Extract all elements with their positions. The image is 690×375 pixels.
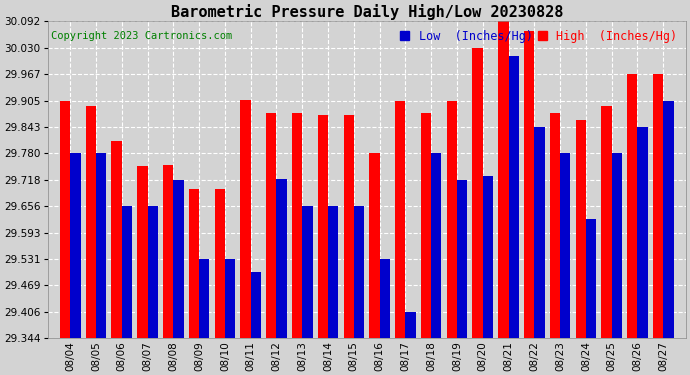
Bar xyxy=(137,166,148,375)
Text: Copyright 2023 Cartronics.com: Copyright 2023 Cartronics.com xyxy=(51,31,232,41)
Bar xyxy=(560,153,571,375)
Bar xyxy=(602,106,611,375)
Bar xyxy=(250,272,261,375)
Bar xyxy=(653,74,663,375)
Bar xyxy=(240,100,250,375)
Bar xyxy=(483,176,493,375)
Bar xyxy=(524,31,534,375)
Bar xyxy=(498,21,509,375)
Bar xyxy=(317,116,328,375)
Bar xyxy=(446,100,457,375)
Bar xyxy=(380,259,390,375)
Bar xyxy=(266,113,277,375)
Bar xyxy=(638,127,648,375)
Bar xyxy=(663,100,673,375)
Bar xyxy=(473,48,483,375)
Bar xyxy=(60,100,70,375)
Bar xyxy=(611,153,622,375)
Bar xyxy=(302,206,313,375)
Bar xyxy=(406,312,415,375)
Bar xyxy=(575,120,586,375)
Bar xyxy=(586,219,596,375)
Bar xyxy=(328,206,338,375)
Bar xyxy=(457,180,467,375)
Bar xyxy=(163,165,173,375)
Legend: Low  (Inches/Hg), High  (Inches/Hg): Low (Inches/Hg), High (Inches/Hg) xyxy=(397,27,680,45)
Bar xyxy=(173,180,184,375)
Bar xyxy=(86,106,96,375)
Bar xyxy=(199,259,210,375)
Bar xyxy=(431,153,442,375)
Bar xyxy=(354,206,364,375)
Bar xyxy=(96,153,106,375)
Bar xyxy=(121,206,132,375)
Bar xyxy=(70,153,81,375)
Bar xyxy=(421,113,431,375)
Bar xyxy=(189,189,199,375)
Bar xyxy=(215,189,225,375)
Bar xyxy=(344,116,354,375)
Bar xyxy=(627,74,638,375)
Bar xyxy=(292,113,302,375)
Title: Barometric Pressure Daily High/Low 20230828: Barometric Pressure Daily High/Low 20230… xyxy=(170,4,563,20)
Bar xyxy=(534,127,544,375)
Bar xyxy=(509,56,519,375)
Bar xyxy=(225,259,235,375)
Bar xyxy=(277,179,287,375)
Bar xyxy=(550,113,560,375)
Bar xyxy=(369,153,380,375)
Bar xyxy=(395,100,406,375)
Bar xyxy=(148,206,158,375)
Bar xyxy=(112,141,121,375)
